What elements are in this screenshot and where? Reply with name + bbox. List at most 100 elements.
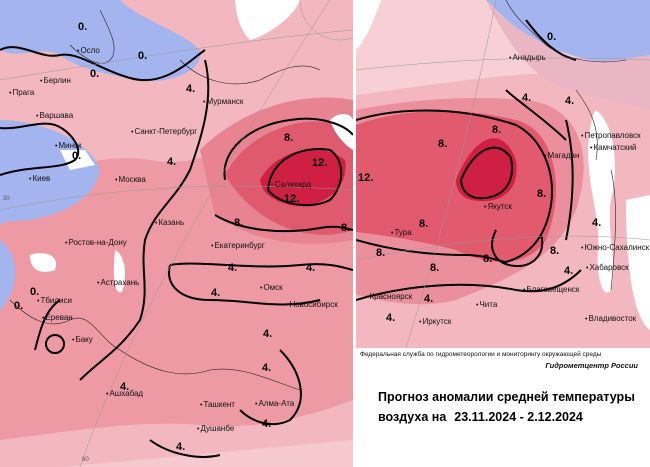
isoline-label: 4. — [386, 312, 396, 324]
isoline-label: 4. — [306, 262, 316, 274]
city-moscow: Москва — [115, 175, 145, 185]
city-warsaw: Варшава — [36, 111, 73, 121]
city-tbilisi: Тбилиси — [37, 296, 72, 306]
west-isoline-twelve — [266, 148, 343, 207]
isoline-label: 8. — [550, 245, 560, 257]
west-water-arctic — [235, 0, 300, 40]
agency-name: Федеральная служба по гидрометеорологии … — [360, 351, 602, 358]
isoline-label: 4. — [176, 441, 186, 453]
west-isoline-four-south — [239, 349, 302, 426]
east-isoline-eight-south — [356, 239, 507, 263]
city-blagoveshchensk: Благовещенск — [523, 285, 579, 295]
city-magadan: Магадан — [544, 151, 579, 161]
city-tashkent: Ташкент — [200, 400, 235, 410]
east-isoline-twelve — [459, 146, 513, 200]
isoline-label: 8. — [419, 218, 429, 230]
city-murmansk: Мурманск — [203, 97, 243, 107]
isoline-label: 8. — [234, 217, 244, 229]
east-isoline-four-east — [565, 119, 574, 241]
isoline-label: 8. — [438, 138, 448, 150]
isoline-label: 8. — [376, 247, 386, 259]
isoline-label: 0. — [14, 300, 24, 312]
east-transition-band — [486, 0, 650, 110]
east-graticule — [356, 0, 650, 348]
isoline-label: 8. — [430, 262, 440, 274]
west-cold-north — [0, 0, 201, 81]
isoline-label: 12. — [284, 193, 300, 205]
isoline-label: 4. — [564, 265, 574, 277]
city-prague: Прага — [9, 88, 34, 98]
isoline-label: 4. — [186, 83, 196, 95]
center-name: Гидрометцентр России — [545, 361, 638, 370]
map-east-canvas — [356, 0, 650, 348]
isoline-label: 4. — [167, 156, 177, 168]
city-omsk: Омск — [260, 283, 282, 293]
city-yerevan: Ереван — [42, 313, 72, 323]
east-water-arctic — [356, 0, 381, 50]
isoline-label: 12. — [312, 157, 328, 169]
isoline-label: 4. — [592, 217, 602, 229]
west-isoline-eight — [223, 117, 353, 181]
isoline-label: 4. — [211, 287, 221, 299]
isoline-label: 0. — [547, 31, 557, 43]
east-isoline-eight-outer — [356, 109, 553, 263]
forecast-subtitle: воздуха на 23.11.2024 - 2.12.2024 — [378, 410, 583, 424]
west-water-black-sea — [30, 253, 56, 272]
city-novosibirsk: Новосибирск — [286, 300, 337, 310]
forecast-subtitle-prefix: воздуха на — [378, 410, 447, 424]
isoline-label: 0. — [78, 21, 88, 33]
city-vladivostok: Владивосток — [585, 314, 636, 324]
city-chita: Чита — [476, 300, 497, 310]
city-yekaterinburg: Екатеринбург — [211, 241, 264, 251]
caption-panel: Федеральная служба по гидрометеорологии … — [356, 348, 650, 467]
isoline-label: 8. — [492, 124, 502, 136]
panel-divider — [353, 0, 356, 467]
isoline-label: 0. — [72, 150, 82, 162]
city-kazan: Казань — [155, 218, 184, 228]
forecast-period: 23.11.2024 - 2.12.2024 — [454, 410, 583, 424]
city-yuzhno-sakhalinsk: Южно-Сахалинск — [581, 243, 649, 253]
map-west-canvas — [0, 0, 353, 467]
west-grid-label-60: 60 — [82, 457, 89, 463]
isoline-label: 12. — [358, 172, 374, 184]
isoline-label: 4. — [120, 381, 130, 393]
city-berlin: Берлин — [40, 76, 70, 86]
city-tura: Тура — [391, 228, 411, 238]
isoline-label: 4. — [522, 92, 532, 104]
city-krasnoyarsk: Красноярск — [366, 292, 412, 302]
city-salekhard: Салехард — [271, 180, 311, 190]
city-anadyr: Анадырь — [509, 53, 545, 63]
isoline-label: 8. — [537, 188, 547, 200]
city-yakutsk: Якутск — [484, 202, 511, 212]
city-oslo: Осло — [77, 46, 99, 56]
isoline-label: 0. — [138, 50, 148, 62]
city-dushanbe: Душанбе — [197, 424, 234, 434]
isoline-label: 4. — [424, 293, 434, 305]
west-isoline-four-bottom — [149, 439, 221, 458]
west-grid-label-30: 30 — [3, 196, 10, 202]
city-kyiv: Киев — [29, 174, 50, 184]
isoline-label: 8. — [284, 132, 294, 144]
map-west-panel: 30 60 Осло Берлин Прага Варшава Минск Ки… — [0, 0, 353, 467]
east-cold-north — [486, 0, 650, 65]
forecast-title: Прогноз аномалии средней температуры — [378, 390, 635, 404]
city-minsk: Минск — [55, 141, 81, 151]
west-max-area — [260, 149, 346, 206]
isoline-label: 4. — [262, 362, 272, 374]
west-water-baltic — [60, 150, 95, 170]
isoline-label: 4. — [565, 95, 575, 107]
city-saint-petersburg: Санкт-Петербург — [131, 127, 197, 137]
isoline-label: 8. — [483, 253, 493, 265]
west-isoline-closed-aral — [45, 334, 65, 354]
west-cold-edge — [0, 240, 16, 312]
isoline-label: 4. — [263, 328, 273, 340]
east-warm-max — [456, 138, 517, 202]
city-baku: Баку — [72, 335, 92, 345]
isoline-label: 8. — [341, 222, 351, 234]
city-ashgabat: Ашхабад — [106, 389, 143, 399]
isoline-label: 0. — [30, 286, 40, 298]
city-khabarovsk: Хабаровск — [586, 263, 628, 273]
map-east-panel: Анадырь Петропавловск Камчатский Магадан… — [356, 0, 650, 348]
east-isoline-eight-loop — [491, 229, 544, 268]
east-water-pacific — [626, 195, 650, 330]
